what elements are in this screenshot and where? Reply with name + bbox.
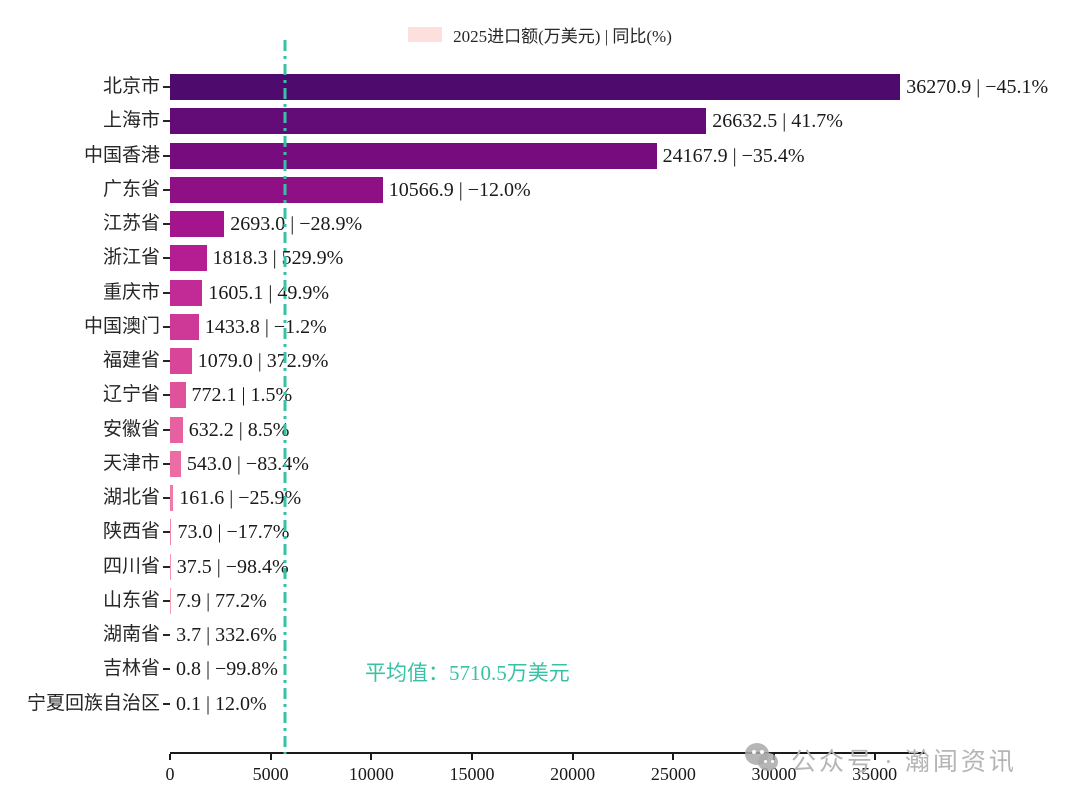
- category-label: 辽宁省: [102, 384, 160, 406]
- category-label: 陕西省: [102, 521, 160, 543]
- category-label: 中国香港: [83, 144, 160, 166]
- x-tick-label: 20000: [550, 764, 596, 784]
- value-label: 0.8 | −99.8%: [176, 658, 278, 681]
- y-tick-mark: [163, 428, 170, 431]
- value-label: 10566.9 | −12.0%: [388, 178, 531, 201]
- y-tick-mark: [163, 188, 170, 191]
- x-tick-label: 10000: [348, 764, 394, 784]
- bar: [170, 279, 203, 306]
- value-label: 7.9 | 77.2%: [176, 589, 267, 612]
- x-tick-mark: [571, 754, 574, 760]
- value-label: 24167.9 | −35.4%: [662, 144, 805, 167]
- category-label: 重庆市: [102, 281, 160, 303]
- category-label: 中国澳门: [83, 315, 160, 337]
- bar: [170, 450, 181, 477]
- y-tick-mark: [163, 634, 170, 636]
- x-tick-mark: [471, 754, 473, 760]
- value-label: 2693.0 | −28.9%: [230, 213, 363, 235]
- value-label: 1433.8 | −1.2%: [204, 315, 327, 338]
- y-tick-mark: [163, 86, 170, 88]
- y-tick-mark: [163, 497, 170, 499]
- watermark: 公众号 · 瀚闻资讯: [745, 742, 1017, 778]
- bar: [170, 176, 383, 203]
- y-tick-mark: [163, 599, 170, 602]
- y-tick-mark: [163, 360, 170, 362]
- category-label: 广东省: [102, 178, 160, 200]
- category-label: 北京市: [102, 76, 160, 97]
- category-label: 浙江省: [102, 247, 160, 269]
- y-tick-mark: [163, 325, 170, 328]
- y-tick-mark: [163, 565, 170, 568]
- x-axis-line: [170, 752, 925, 754]
- bar: [170, 142, 657, 169]
- value-label: 3.7 | 332.6%: [176, 624, 277, 646]
- category-label: 湖北省: [102, 487, 160, 508]
- value-label: 37.5 | −98.4%: [176, 555, 289, 578]
- value-label: 632.2 | 8.5%: [188, 418, 290, 441]
- bar: [170, 519, 172, 546]
- y-tick-mark: [163, 120, 170, 123]
- category-label: 福建省: [102, 350, 160, 371]
- bar: [170, 553, 171, 580]
- value-label: 1818.3 | 529.9%: [212, 247, 344, 270]
- y-tick-mark: [163, 531, 170, 534]
- value-label: 161.6 | −25.9%: [179, 487, 302, 509]
- y-tick-mark: [163, 394, 170, 397]
- x-tick-label: 15000: [449, 764, 495, 784]
- legend-swatch: [408, 27, 443, 42]
- y-tick-mark: [163, 223, 170, 225]
- y-tick-mark: [163, 154, 170, 157]
- x-tick-label: 5000: [252, 764, 289, 784]
- mean-line: [283, 40, 287, 754]
- category-label: 安徽省: [102, 418, 160, 440]
- value-label: 0.1 | 12.0%: [176, 692, 267, 715]
- category-label: 宁夏回族自治区: [26, 692, 160, 714]
- y-tick-mark: [163, 668, 170, 671]
- category-label: 湖南省: [102, 624, 160, 645]
- y-tick-mark: [163, 462, 170, 465]
- watermark-text: 公众号 · 瀚闻资讯: [791, 749, 1017, 776]
- bar: [170, 416, 183, 443]
- bar: [170, 485, 174, 511]
- bar: [170, 74, 901, 100]
- bar: [170, 245, 207, 272]
- legend: 2025进口额(万美元) | 同比(%): [0, 22, 1080, 47]
- category-label: 吉林省: [102, 658, 160, 680]
- legend-label: 2025进口额(万美元) | 同比(%): [453, 27, 672, 46]
- category-label: 上海市: [102, 110, 160, 132]
- value-label: 36270.9 | −45.1%: [906, 76, 1049, 98]
- y-tick-mark: [163, 257, 170, 260]
- value-label: 1605.1 | 49.9%: [208, 281, 329, 304]
- category-label: 天津市: [102, 452, 160, 474]
- bar: [170, 382, 186, 409]
- bar: [170, 313, 199, 340]
- category-label: 山东省: [102, 589, 160, 611]
- bar: [170, 108, 707, 135]
- x-tick-mark: [672, 754, 675, 760]
- x-tick-mark: [873, 754, 876, 760]
- bar: [170, 348, 192, 374]
- x-tick-label: 35000: [852, 764, 898, 784]
- y-tick-mark: [163, 702, 170, 705]
- bar: [170, 211, 225, 237]
- x-tick-mark: [370, 754, 373, 760]
- x-tick-label: 25000: [650, 764, 696, 784]
- category-label: 江苏省: [102, 213, 160, 234]
- value-label: 26632.5 | 41.7%: [712, 110, 843, 133]
- wechat-icon: [745, 743, 781, 777]
- x-tick-label: 0: [165, 764, 175, 784]
- value-label: 543.0 | −83.4%: [186, 452, 309, 475]
- value-label: 1079.0 | 372.9%: [197, 350, 329, 372]
- y-tick-mark: [163, 291, 170, 294]
- x-tick-mark: [169, 754, 171, 760]
- mean-annotation: 平均值：5710.5万美元: [365, 661, 570, 685]
- category-label: 四川省: [102, 555, 160, 577]
- x-tick-mark: [269, 754, 272, 760]
- value-label: 772.1 | 1.5%: [191, 384, 293, 407]
- value-label: 73.0 | −17.7%: [177, 521, 290, 544]
